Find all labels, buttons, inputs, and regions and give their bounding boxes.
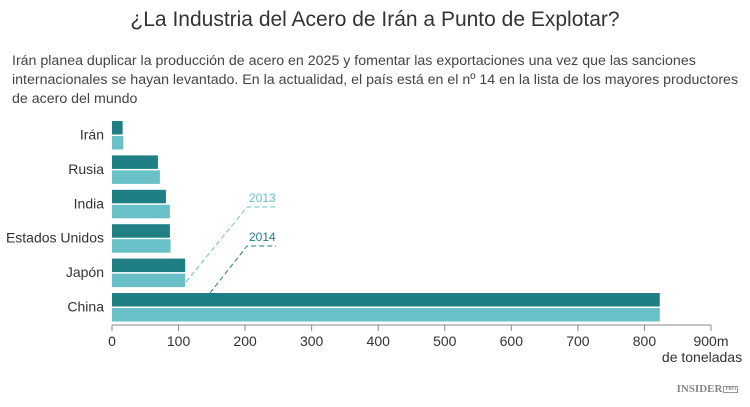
x-tick-label: 300 [300, 333, 324, 349]
x-axis-label: de toneladas [662, 349, 742, 365]
x-tick-label: 700 [566, 333, 590, 349]
bar-2013-3 [112, 239, 171, 253]
category-label: China [67, 299, 104, 315]
bar-2013-1 [112, 170, 160, 184]
bar-2014-1 [112, 155, 158, 169]
bar-2013-2 [112, 204, 170, 219]
x-tick-label: 100 [167, 333, 191, 349]
brand-name: INSIDER [676, 383, 723, 395]
category-label: Rusia [68, 161, 104, 177]
bar-2013-4 [112, 273, 186, 288]
category-label: India [74, 195, 105, 211]
x-tick-label: 200 [233, 333, 257, 349]
x-tick-label: 500 [433, 333, 457, 349]
bar-2014-0 [112, 121, 123, 135]
bar-2014-2 [112, 189, 166, 204]
x-tick-label: 800 [633, 333, 657, 349]
brand-tag: PRO [723, 385, 738, 393]
category-label: Estados Unidos [6, 230, 104, 246]
x-tick-label: 600 [500, 333, 524, 349]
chart-title: ¿La Industria del Acero de Irán a Punto … [130, 8, 620, 31]
bar-2014-3 [112, 224, 170, 238]
chart-subtitle: Irán planea duplicar la producción de ac… [12, 53, 739, 107]
insider-pro-logo: INSIDER PRO [677, 383, 738, 395]
bar-2014-5 [112, 293, 660, 307]
x-tick-label: 0 [108, 333, 116, 349]
bar-2013-5 [112, 308, 660, 322]
bar-2013-0 [112, 136, 124, 150]
legend-leader-2014 [209, 245, 276, 294]
bar-2014-4 [112, 258, 186, 273]
legend-label-2014: 2014 [249, 230, 276, 244]
legend-label-2013: 2013 [249, 191, 276, 205]
x-tick-label: 900m [693, 333, 728, 349]
category-label: Irán [80, 127, 104, 143]
x-tick-label: 400 [367, 333, 391, 349]
legend-leader-2013 [185, 206, 276, 283]
category-label: Japón [66, 264, 104, 280]
